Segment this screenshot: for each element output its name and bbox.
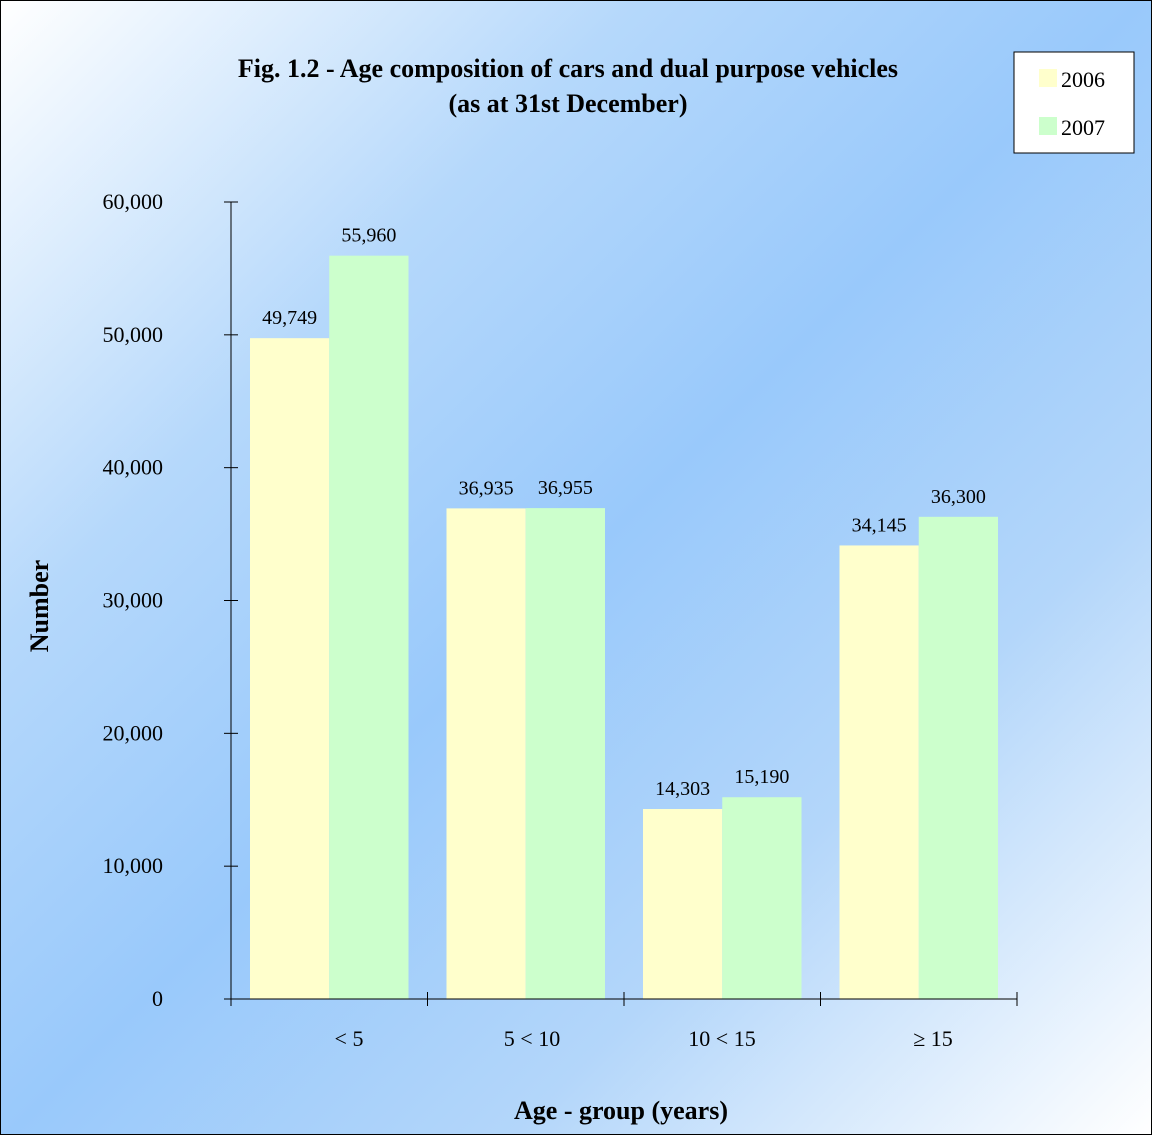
bar-2006-4 [839,545,919,999]
data-label-2006-1: 49,749 [262,307,317,329]
x-axis-label: Age - group (years) [514,1096,728,1125]
data-label-2007-1: 55,960 [341,225,396,247]
data-label-2007-2: 36,955 [538,477,593,499]
data-label-2006-3: 14,303 [655,778,710,800]
bar-2007-3 [722,797,802,999]
legend-label-2006: 2006 [1061,67,1105,92]
y-tick-label-2: 20,000 [103,720,164,745]
y-tick-label-4: 40,000 [103,455,164,480]
y-tick-label-0: 0 [152,986,163,1011]
data-label-2006-4: 34,145 [852,514,907,536]
y-axis-label: Number [25,560,54,652]
y-tick-label-3: 30,000 [103,588,164,613]
y-tick-label-6: 60,000 [103,189,164,214]
x-tick-label-1: < 5 [335,1026,364,1051]
legend-box [1013,51,1135,154]
data-label-2007-4: 36,300 [931,486,986,508]
bar-2006-1 [250,338,330,999]
chart-title: Fig. 1.2 - Age composition of cars and d… [238,54,898,83]
legend-swatch-2007 [1039,117,1057,135]
bar-2007-1 [329,255,409,999]
bar-2006-2 [446,508,526,999]
y-tick-label-5: 50,000 [103,322,164,347]
y-tick-label-1: 10,000 [103,853,164,878]
legend-label-2007: 2007 [1061,115,1105,140]
legend: 2006 2007 [1013,51,1135,154]
data-label-2007-3: 15,190 [734,766,789,788]
x-tick-label-2: 5 < 10 [504,1026,560,1051]
data-label-2006-2: 36,935 [459,477,514,499]
bar-2006-3 [643,809,723,999]
chart-subtitle: (as at 31st December) [449,89,688,118]
bar-2007-4 [918,516,998,999]
x-tick-label-3: 10 < 15 [688,1026,755,1051]
legend-swatch-2006 [1039,69,1057,87]
x-tick-label-4: ≥ 15 [913,1026,953,1051]
bar-2007-2 [525,508,605,999]
